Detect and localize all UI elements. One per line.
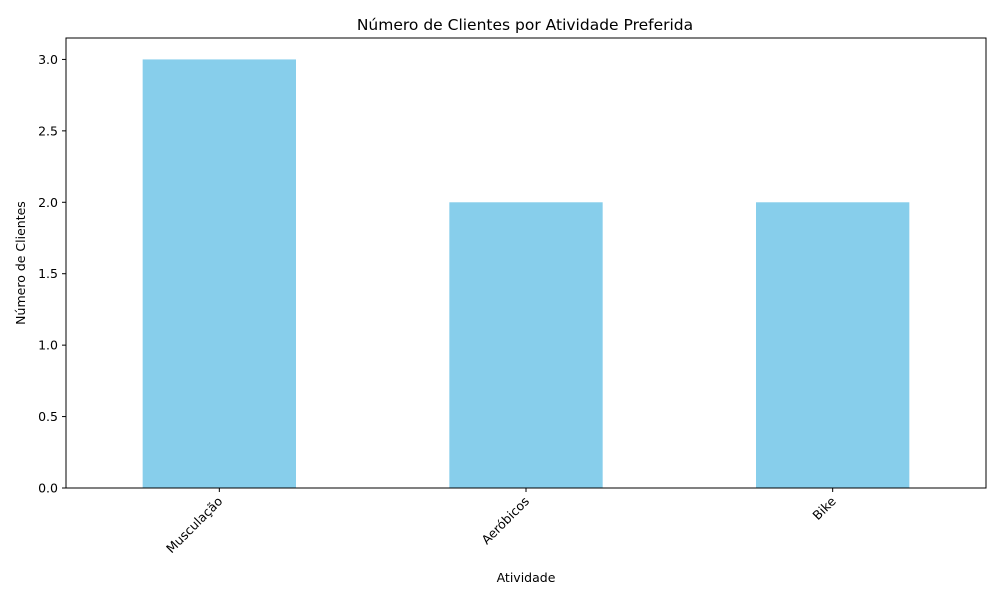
bars-group bbox=[142, 59, 910, 489]
x-tick-label-0: Musculação bbox=[163, 494, 225, 556]
bar-2 bbox=[756, 202, 910, 489]
y-tick-label-3: 1.5 bbox=[38, 266, 58, 281]
bar-0 bbox=[142, 59, 296, 489]
y-tick-label-1: 0.5 bbox=[38, 409, 58, 424]
plot-frame bbox=[65, 37, 987, 489]
x-axis-label: Atividade bbox=[497, 570, 556, 585]
y-axis-label: Número de Clientes bbox=[13, 201, 28, 325]
y-tick-label-0: 0.0 bbox=[38, 481, 58, 496]
y-axis-ticks: 0.0 0.5 1.0 1.5 2.0 2.5 3.0 bbox=[38, 52, 66, 496]
y-tick-label-4: 2.0 bbox=[38, 195, 58, 210]
x-tick-label-2: Bike bbox=[809, 493, 839, 523]
bar-1 bbox=[449, 202, 603, 489]
chart-title: Número de Clientes por Atividade Preferi… bbox=[357, 16, 693, 34]
x-tick-label-1: Aeróbicos bbox=[478, 494, 532, 548]
x-axis-ticks: Musculação Aeróbicos Bike bbox=[163, 488, 839, 556]
y-tick-label-2: 1.0 bbox=[38, 338, 58, 353]
y-tick-label-5: 2.5 bbox=[38, 123, 58, 138]
y-tick-label-6: 3.0 bbox=[38, 52, 58, 67]
